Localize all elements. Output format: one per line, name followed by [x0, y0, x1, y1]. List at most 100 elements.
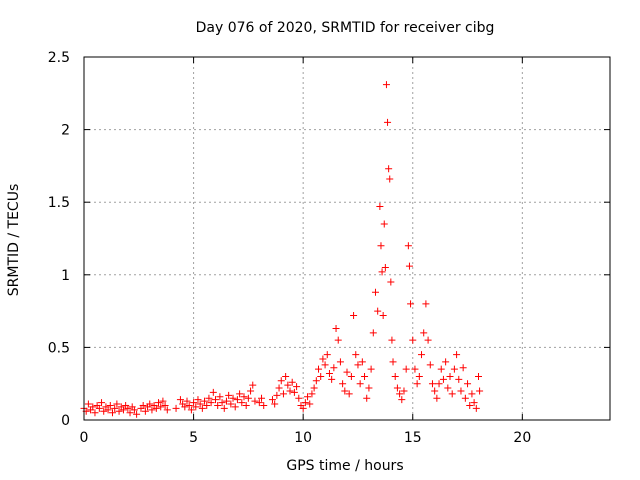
data-point: [218, 399, 226, 407]
data-point: [293, 383, 301, 391]
data-point: [119, 406, 127, 414]
chart-title: Day 076 of 2020, SRMTID for receiver cib…: [196, 20, 495, 36]
data-point: [203, 401, 211, 409]
data-point: [310, 384, 318, 392]
data-point: [400, 387, 408, 395]
data-point: [104, 406, 112, 414]
data-point: [126, 409, 134, 417]
data-point: [196, 400, 204, 408]
data-point: [379, 311, 387, 319]
data-point: [139, 401, 147, 409]
data-point: [284, 381, 292, 389]
data-point: [352, 351, 360, 359]
data-point: [422, 300, 430, 308]
data-point: [404, 242, 412, 250]
data-point: [315, 365, 323, 373]
data-point: [448, 390, 456, 398]
data-point: [367, 365, 375, 373]
data-point: [290, 388, 298, 396]
data-point: [286, 387, 294, 395]
data-point: [455, 375, 463, 383]
data-point: [146, 400, 154, 408]
data-point: [277, 377, 285, 385]
data-point: [334, 336, 342, 344]
data-point: [183, 397, 191, 405]
x-tick-label: 20: [513, 430, 531, 446]
data-point: [330, 364, 338, 372]
y-tick-label: 1.5: [48, 195, 70, 211]
data-point: [187, 406, 195, 414]
data-point: [141, 407, 149, 415]
data-point: [435, 380, 443, 388]
data-point: [163, 406, 171, 414]
data-point: [325, 370, 333, 378]
data-point: [89, 403, 97, 411]
data-point: [91, 409, 99, 417]
data-point: [236, 390, 244, 398]
data-point: [98, 399, 106, 407]
data-point: [466, 401, 474, 409]
data-point: [133, 410, 141, 418]
data-point: [106, 401, 114, 409]
data-point: [376, 203, 384, 211]
data-point: [374, 307, 382, 315]
data-point: [336, 358, 344, 366]
data-point: [312, 377, 320, 385]
data-point: [444, 384, 452, 392]
data-point: [201, 397, 209, 405]
data-point: [341, 387, 349, 395]
data-point: [227, 400, 235, 408]
data-point: [157, 403, 165, 411]
data-point: [271, 400, 279, 408]
data-point: [426, 361, 434, 369]
data-point: [431, 387, 439, 395]
data-point: [354, 361, 362, 369]
data-point: [301, 399, 309, 407]
data-point: [396, 390, 404, 398]
y-tick-label: 2.5: [48, 50, 70, 66]
x-tick-label: 5: [189, 430, 198, 446]
data-point: [332, 325, 340, 333]
data-point: [386, 175, 394, 183]
data-point: [464, 380, 472, 388]
data-point: [387, 278, 395, 286]
y-axis-label: SRMTID / TECUs: [6, 184, 22, 297]
data-point: [130, 406, 138, 414]
y-tick-labels: 0 0.5 1 1.5 2 2.5: [48, 50, 70, 429]
y-tick-label: 0.5: [48, 340, 70, 356]
data-point: [407, 300, 415, 308]
data-point: [328, 375, 336, 383]
data-point: [381, 264, 389, 272]
data-point: [393, 384, 401, 392]
data-point: [192, 403, 200, 411]
data-point: [306, 400, 314, 408]
data-point: [152, 404, 160, 412]
data-point: [415, 372, 423, 380]
data-point: [339, 380, 347, 388]
data-point: [190, 399, 198, 407]
data-point: [222, 397, 230, 405]
data-point: [317, 372, 325, 380]
data-point: [437, 365, 445, 373]
data-point: [369, 329, 377, 337]
x-tick-labels: 0 5 10 15 20: [80, 430, 532, 446]
data-point: [321, 361, 329, 369]
data-point: [389, 358, 397, 366]
data-point: [198, 404, 206, 412]
data-point: [299, 404, 307, 412]
data-point: [279, 390, 287, 398]
data-point: [442, 358, 450, 366]
x-tick-label: 10: [294, 430, 312, 446]
data-point: [214, 401, 222, 409]
data-point: [225, 391, 233, 399]
data-point: [240, 393, 248, 401]
data-point: [402, 365, 410, 373]
data-point: [475, 372, 482, 380]
plot-border: [83, 56, 611, 421]
data-point: [371, 288, 379, 296]
data-point: [216, 393, 224, 401]
data-point: [229, 394, 237, 402]
data-point: [194, 396, 202, 404]
y-tick-label: 2: [61, 123, 70, 139]
